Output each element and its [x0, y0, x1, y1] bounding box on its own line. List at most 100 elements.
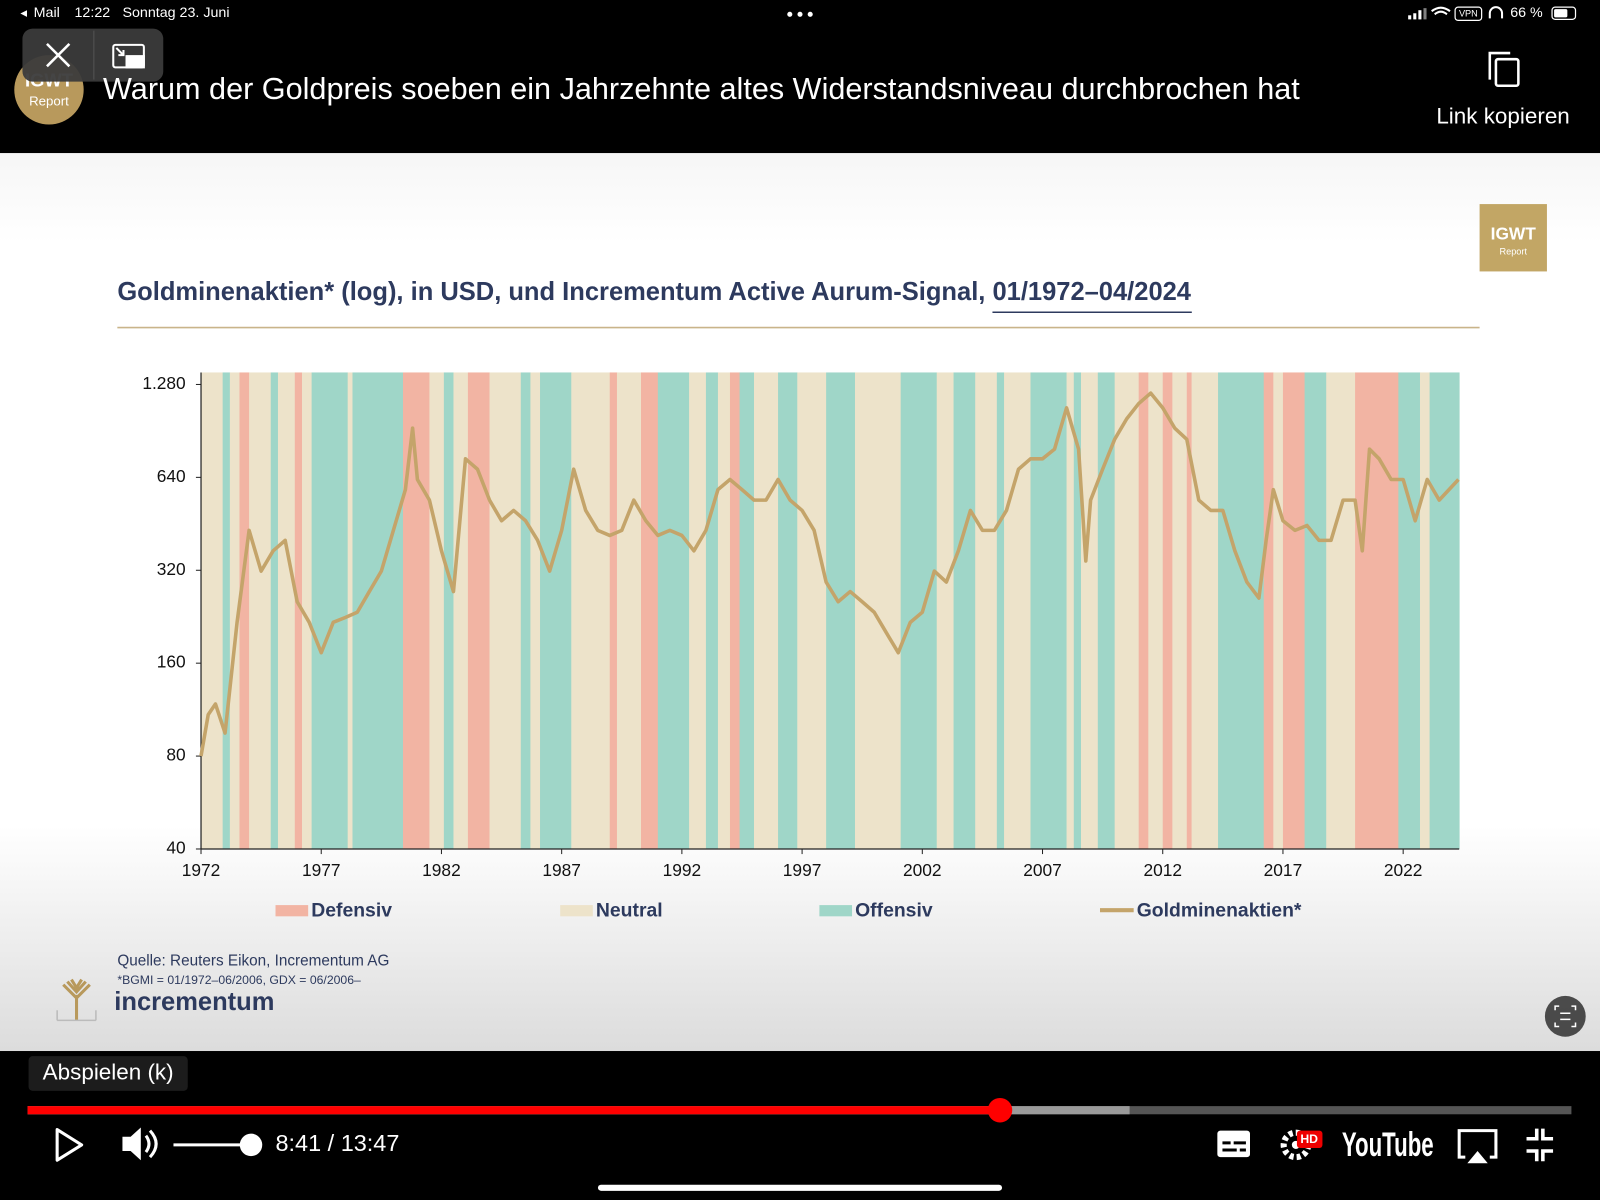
lens-button[interactable]	[1544, 995, 1586, 1037]
signal-band	[936, 372, 954, 849]
tooltip	[28, 1056, 188, 1091]
signal-band	[1191, 372, 1219, 849]
signal-band	[754, 372, 779, 849]
subtitles-button[interactable]	[1217, 1130, 1250, 1158]
signal-band	[311, 372, 349, 849]
x-tick-label: 1972	[182, 860, 221, 880]
youtube-logo[interactable]: YouTube	[1342, 1126, 1434, 1164]
pip-restore-button[interactable]	[112, 43, 145, 69]
status-time: 12:22	[74, 5, 110, 21]
signal-band	[229, 372, 240, 849]
battery-level	[1554, 9, 1568, 18]
signal-band	[717, 372, 731, 849]
time-display: 8:41 / 13:47	[276, 1130, 400, 1156]
status-back-arrow[interactable]: ◂	[20, 5, 27, 20]
tooltip-label: Abspielen (k)	[43, 1059, 174, 1084]
video-title[interactable]: Warum der Goldpreis soeben ein Jahrzehnt…	[103, 72, 1300, 106]
signal-band	[489, 372, 522, 849]
signal-band	[294, 372, 303, 849]
signal-band	[429, 372, 445, 849]
signal-band	[1066, 372, 1075, 849]
legend-label: Neutral	[596, 899, 663, 921]
source-note: Quelle: Reuters Eikon, Incrementum AG	[117, 952, 389, 969]
legend-swatch	[819, 905, 853, 917]
airplay-button[interactable]	[1457, 1129, 1498, 1164]
signal-band	[689, 372, 707, 849]
progress-knob[interactable]	[987, 1097, 1013, 1123]
signal-band	[402, 372, 430, 849]
signal-band	[900, 372, 938, 849]
home-indicator[interactable]	[597, 1184, 1003, 1191]
signal-band	[778, 372, 798, 849]
signal-band	[270, 372, 279, 849]
x-tick-label: 2007	[1023, 860, 1062, 880]
status-date: Sonntag 23. Juni	[122, 5, 229, 21]
x-tick-label: 1992	[663, 860, 702, 880]
x-tick-label: 2022	[1384, 860, 1423, 880]
signal-band	[1097, 372, 1116, 849]
signal-band	[854, 372, 902, 849]
slide-logo-sub: Report	[1499, 246, 1527, 256]
signal-band	[1172, 372, 1188, 849]
status-back-app[interactable]: Mail	[34, 5, 60, 21]
battery-icon	[1551, 6, 1577, 20]
headphones-icon	[1488, 6, 1504, 19]
signal-band	[996, 372, 1005, 849]
signal-band	[352, 372, 404, 849]
x-tick-label: 2017	[1264, 860, 1303, 880]
x-tick-label: 1997	[783, 860, 822, 880]
series-line	[199, 391, 1460, 757]
signal-band	[1273, 372, 1284, 849]
signal-band	[641, 372, 659, 849]
hd-label: HD	[1300, 1132, 1318, 1146]
copy-link-label[interactable]: Link kopieren	[1436, 103, 1569, 128]
signal-band	[1282, 372, 1305, 849]
signal-band	[1080, 372, 1099, 849]
signal-band	[249, 372, 272, 849]
brand-name: incrementum	[114, 988, 274, 1016]
multitask-dots[interactable]	[787, 11, 813, 17]
vpn-badge	[1454, 6, 1483, 22]
x-tick-label: 1977	[302, 860, 341, 880]
y-tick-label: 160	[157, 652, 186, 672]
close-button[interactable]	[46, 42, 71, 68]
slide-logo-name: IGWT	[1491, 223, 1537, 243]
signal-band	[1429, 372, 1460, 849]
signal-band	[616, 372, 642, 849]
signal-band	[302, 372, 313, 849]
signal-band	[239, 372, 250, 849]
copy-link-icon[interactable]	[1488, 51, 1520, 87]
signal-band	[1304, 372, 1327, 849]
signal-band	[540, 372, 572, 849]
signal-band	[201, 372, 224, 849]
legend-label: Defensiv	[311, 899, 392, 921]
vpn-label: VPN	[1459, 9, 1478, 19]
signal-band	[1419, 372, 1431, 849]
signal-band	[1162, 372, 1173, 849]
signal-band	[347, 372, 353, 849]
legend-swatch	[560, 905, 593, 917]
signal-band	[277, 372, 296, 849]
footnote: *BGMI = 01/1972–06/2006, GDX = 06/2006–	[117, 973, 361, 987]
volume-knob[interactable]	[239, 1133, 263, 1157]
signal-icon	[1408, 8, 1427, 20]
signal-band	[222, 372, 231, 849]
signal-band	[1326, 372, 1356, 849]
signal-band	[1030, 372, 1067, 849]
signal-band	[797, 372, 827, 849]
chart-title-period: 01/1972–04/2024	[992, 278, 1191, 306]
signal-band	[975, 372, 998, 849]
chart-title-main: Goldminenaktien* (log), in USD, und Incr…	[117, 278, 992, 306]
exit-fullscreen-button[interactable]	[1526, 1128, 1554, 1162]
play-button[interactable]	[55, 1128, 84, 1162]
progress-played	[27, 1106, 1000, 1115]
signal-band	[1073, 372, 1082, 849]
signal-band	[530, 372, 541, 849]
y-tick-label: 80	[166, 745, 185, 765]
signal-band	[657, 372, 690, 849]
signal-band	[1263, 372, 1274, 849]
volume-button[interactable]	[122, 1127, 158, 1161]
